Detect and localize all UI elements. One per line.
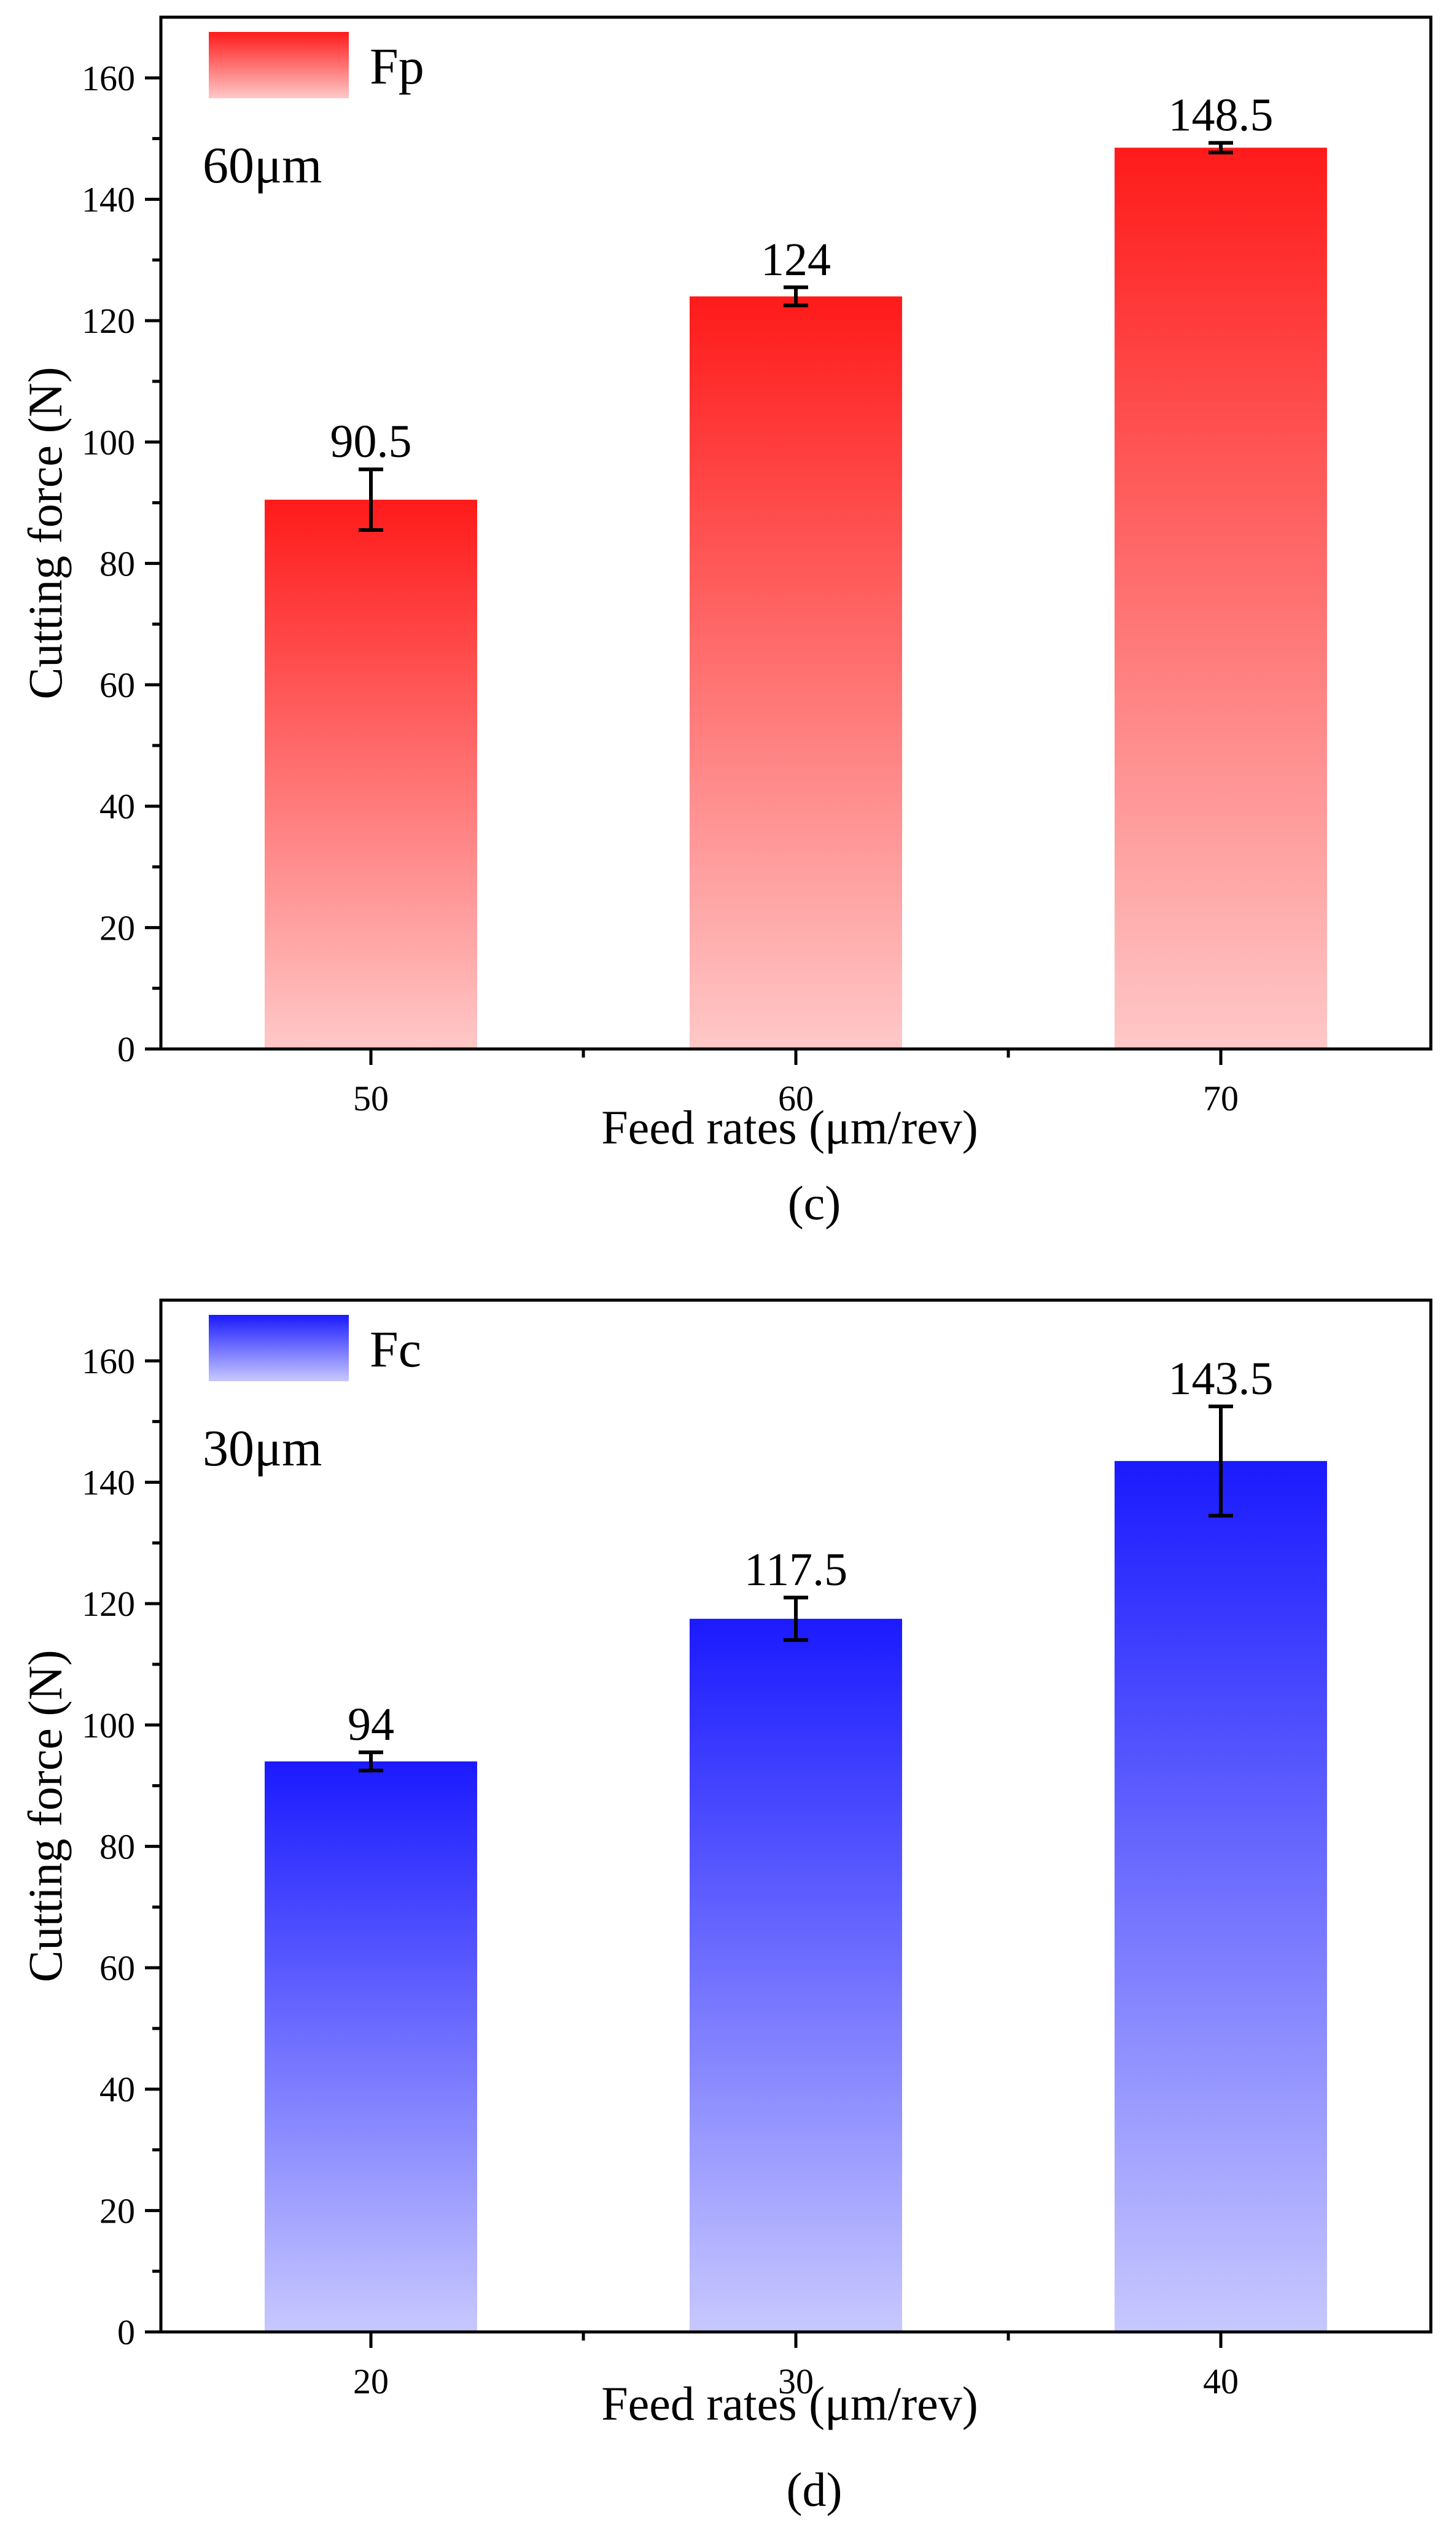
data-label-60: 124 bbox=[761, 234, 831, 286]
y-tick-label-60: 60 bbox=[99, 665, 135, 705]
y-tick-label-40: 40 bbox=[99, 787, 135, 827]
y-tick-label-160: 160 bbox=[82, 58, 135, 98]
y-tick-label-120: 120 bbox=[82, 1584, 135, 1624]
x-tick-label-40: 40 bbox=[1203, 2361, 1239, 2401]
data-label-70: 148.5 bbox=[1169, 90, 1274, 141]
data-label-50: 90.5 bbox=[330, 416, 412, 467]
bar-70 bbox=[1115, 147, 1327, 1049]
y-tick-label-60: 60 bbox=[99, 1948, 135, 1988]
x-tick-label-60: 60 bbox=[778, 1078, 814, 1118]
y-tick-label-160: 160 bbox=[82, 1341, 135, 1381]
bar-20 bbox=[265, 1761, 477, 2332]
legend-swatch bbox=[209, 1315, 349, 1381]
data-label-20: 94 bbox=[348, 1699, 394, 1750]
y-tick-label-20: 20 bbox=[99, 2191, 135, 2231]
x-tick-label-70: 70 bbox=[1203, 1078, 1239, 1118]
y-tick-label-0: 0 bbox=[117, 2312, 135, 2352]
bar-50 bbox=[265, 499, 477, 1049]
y-tick-label-80: 80 bbox=[99, 544, 135, 583]
data-label-30: 117.5 bbox=[744, 1544, 847, 1596]
y-axis-title: Cutting force (N) bbox=[18, 367, 72, 700]
y-tick-label-100: 100 bbox=[82, 1705, 135, 1745]
chart-panel-d: 94 117.5 143.5 0 20 40 60 80 100 120 140 160 20 30 40 F… bbox=[18, 1298, 1433, 2516]
chart-panel-c: 90.5 124 148.5 0 20 40 60 80 100 120 140 160 50 60 70 F… bbox=[18, 15, 1433, 1230]
data-label-40: 143.5 bbox=[1169, 1353, 1274, 1405]
x-tick-label-50: 50 bbox=[353, 1078, 389, 1118]
x-tick-label-30: 30 bbox=[778, 2361, 814, 2401]
y-tick-label-0: 0 bbox=[117, 1029, 135, 1069]
bar-60 bbox=[690, 296, 902, 1049]
y-axis-title: Cutting force (N) bbox=[18, 1650, 72, 1982]
panel-label: (c) bbox=[788, 1176, 841, 1230]
y-tick-label-80: 80 bbox=[99, 1826, 135, 1866]
bar-30 bbox=[690, 1618, 902, 2332]
chart-note: 60μm bbox=[203, 137, 322, 194]
y-tick-label-20: 20 bbox=[99, 908, 135, 948]
legend-entry-Fp: Fp bbox=[370, 38, 424, 95]
legend-entry-Fc: Fc bbox=[370, 1321, 421, 1378]
y-tick-label-140: 140 bbox=[82, 179, 135, 219]
y-tick-label-140: 140 bbox=[82, 1462, 135, 1502]
legend-swatch bbox=[209, 32, 349, 98]
x-tick-label-20: 20 bbox=[353, 2361, 389, 2401]
x-axis-title: Feed rates (μm/rev) bbox=[601, 1101, 978, 1154]
bar-40 bbox=[1115, 1460, 1327, 2332]
x-axis-title: Feed rates (μm/rev) bbox=[601, 2377, 978, 2430]
y-tick-label-40: 40 bbox=[99, 2070, 135, 2110]
y-tick-label-100: 100 bbox=[82, 423, 135, 462]
chart-note: 30μm bbox=[203, 1420, 322, 1477]
y-tick-label-120: 120 bbox=[82, 301, 135, 341]
panel-label: (d) bbox=[787, 2463, 843, 2516]
